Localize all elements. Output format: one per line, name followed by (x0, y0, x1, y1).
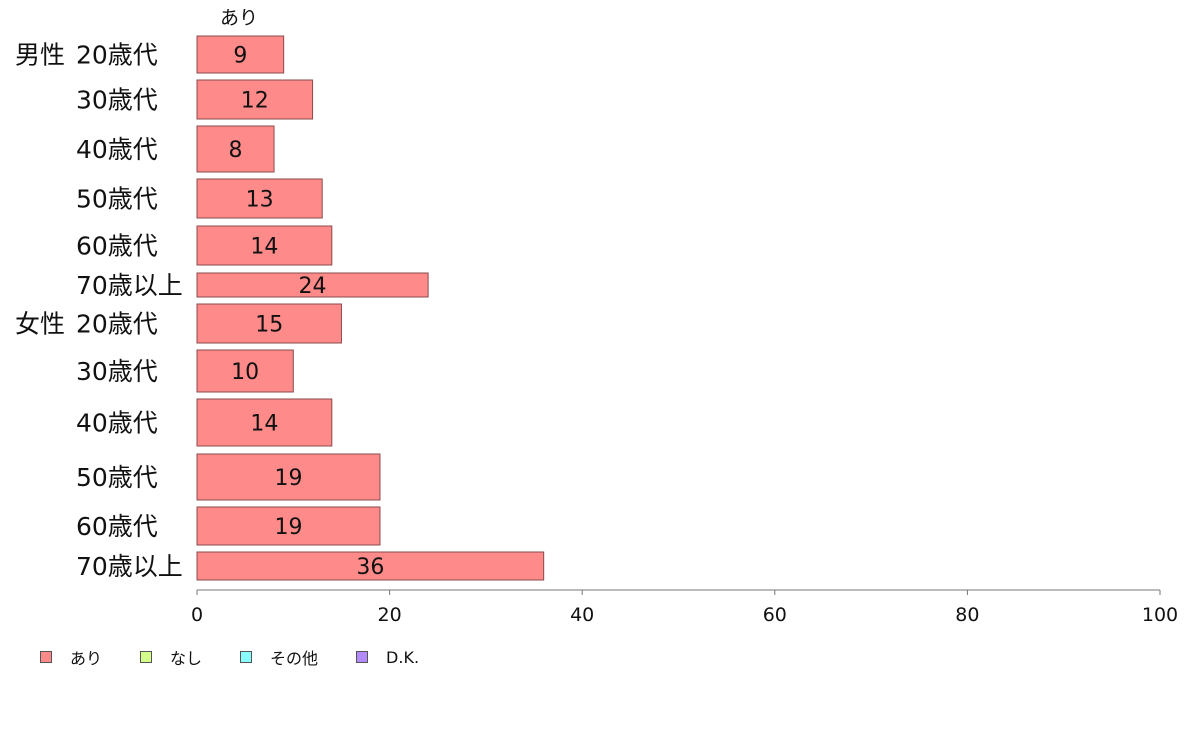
bar (196, 272, 429, 298)
value-labels: 9 12 813 14 24 15 10 14 19 19 36 (229, 44, 385, 581)
group-label: 男性 (15, 41, 65, 70)
bar (196, 125, 275, 173)
bar-value-label: 19 (274, 515, 302, 540)
bar (196, 453, 381, 501)
bar-value-label: 15 (255, 313, 283, 338)
bar (196, 178, 323, 219)
legend: あり なし その他 D.K. (40, 645, 457, 669)
category-label: 70歳以上 (76, 552, 183, 581)
x-tick-label: 100 (1142, 604, 1178, 626)
bar (196, 506, 381, 546)
bar-value-label: 14 (250, 412, 278, 437)
category-label: 40歳代 (76, 409, 158, 438)
legend-swatch-other (240, 651, 253, 663)
legend-item-dk: D.K. (356, 648, 419, 667)
bars (196, 35, 545, 581)
legend-swatch-nashi (140, 651, 153, 663)
bar-value-label: 36 (356, 555, 384, 580)
x-tick-label: 0 (191, 604, 203, 626)
category-label: 20歳代 (76, 41, 158, 70)
bar-value-label: 8 (229, 138, 243, 163)
legend-item-nashi: なし (140, 645, 202, 669)
category-label: 60歳代 (76, 232, 158, 261)
category-label: 60歳代 (76, 512, 158, 541)
legend-item-ari: あり (40, 645, 102, 669)
legend-swatch-dk (356, 651, 369, 663)
bar-value-label: 24 (299, 274, 327, 299)
bar-value-label: 14 (250, 235, 278, 260)
x-tick-label: 40 (570, 604, 594, 626)
legend-label-dk: D.K. (386, 647, 420, 667)
bar (196, 303, 342, 344)
bar (196, 225, 333, 266)
legend-label-nashi: なし (170, 649, 203, 668)
bar (196, 398, 333, 447)
bar (196, 35, 285, 74)
bar (196, 349, 294, 393)
group-label: 女性 (15, 310, 65, 339)
bar (196, 79, 314, 120)
bar (196, 551, 545, 581)
category-label: 50歳代 (76, 185, 158, 214)
category-labels: 20歳代 30歳代 40歳代 50歳代 60歳代 70歳以上 20歳代 30歳代 40歳代 50歳… (76, 41, 183, 582)
x-tick-label: 20 (378, 604, 402, 626)
legend-item-other: その他 (240, 645, 318, 669)
legend-swatch-ari (40, 651, 52, 663)
x-tick-label: 80 (955, 604, 979, 626)
x-tick-label: 60 (763, 604, 787, 626)
legend-label-ari: あり (70, 649, 103, 668)
category-label: 20歳代 (76, 310, 158, 339)
category-label: 50歳代 (76, 463, 158, 492)
bar-value-label: 13 (246, 188, 274, 213)
category-label: 30歳代 (76, 357, 158, 386)
category-label: 40歳代 (76, 135, 158, 164)
bar-value-label: 9 (233, 44, 247, 69)
series-top-label: あり (220, 7, 258, 29)
x-axis: 0 20 40 60 80 100 (191, 589, 1178, 626)
bar-value-label: 10 (231, 360, 259, 385)
category-label: 30歳代 (76, 86, 158, 115)
bar-value-label: 19 (274, 466, 302, 491)
legend-label-other: その他 (270, 649, 319, 668)
category-label: 70歳以上 (76, 271, 183, 300)
bar-value-label: 12 (241, 89, 269, 114)
